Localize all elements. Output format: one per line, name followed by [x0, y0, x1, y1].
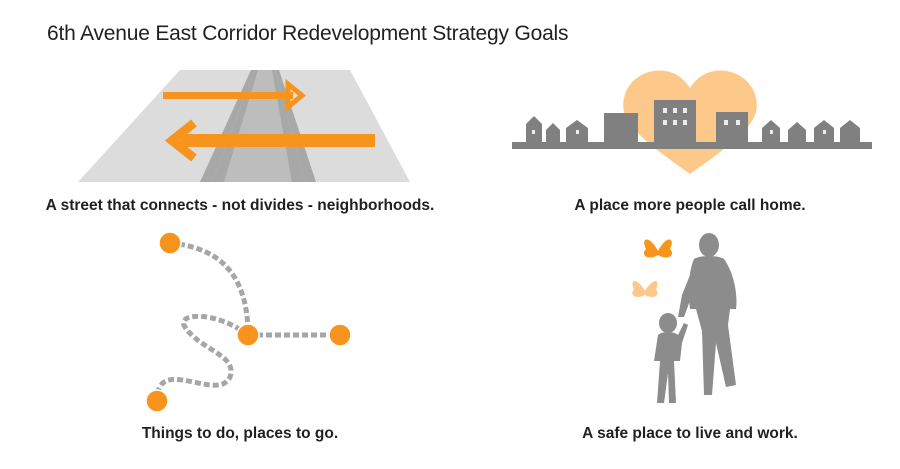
heart-skyline-icon	[512, 70, 872, 174]
goal-caption: A street that connects - not divides - n…	[45, 197, 435, 214]
goal-caption: A safe place to live and work.	[582, 425, 798, 442]
butterfly-icon	[643, 239, 673, 258]
page-title: 6th Avenue East Corridor Redevelopment S…	[47, 22, 569, 45]
goal-caption: Things to do, places to go.	[141, 425, 339, 442]
goal-things-to-do: Things to do, places to go.	[30, 225, 450, 465]
goal-caption: A place more people call home.	[574, 197, 806, 214]
goal-safe-place: A safe place to live and work.	[480, 225, 900, 465]
goal-street-connects: A street that connects - not divides - n…	[30, 60, 450, 220]
butterfly-icon	[632, 281, 658, 298]
path-dots-icon	[145, 231, 352, 413]
goal-more-homes: A place more people call home.	[480, 60, 900, 220]
parent-child-butterflies-icon	[632, 233, 737, 403]
road-arrows-icon	[78, 70, 410, 182]
